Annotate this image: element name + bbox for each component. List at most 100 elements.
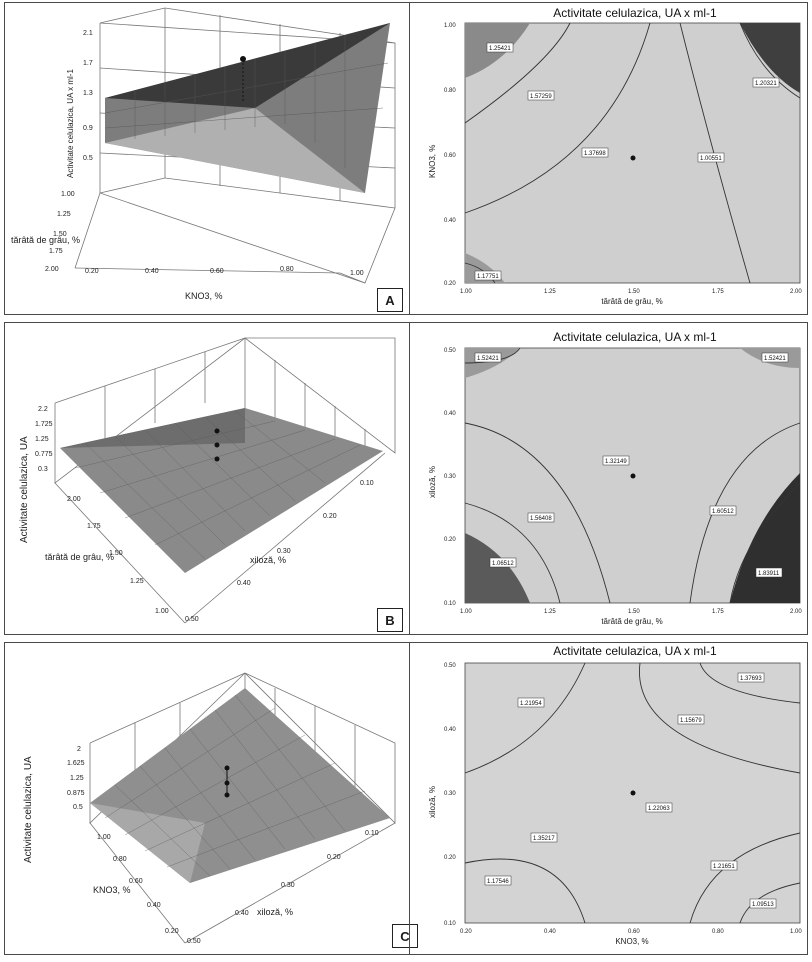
x-ticks-a: 0.20 0.40 0.60 0.80 1.00: [85, 266, 364, 277]
contour-xtick-a: 1.00: [460, 289, 472, 295]
y-tick-c: 0.80: [113, 856, 127, 863]
response-surface-a-light: [105, 108, 365, 193]
y-tick-a: 1.50: [53, 231, 67, 238]
x-tick-a: 0.40: [145, 268, 159, 275]
contour-xtick-a: 1.25: [544, 289, 556, 295]
z-tick-b: 1.25: [35, 436, 49, 443]
y-axis-label-a: tărâtă de grâu, %: [11, 235, 80, 245]
contour-label-c: 1.21954: [520, 701, 542, 707]
z-tick-b: 0.3: [38, 466, 48, 473]
contour-ytick-b: 0.50: [444, 348, 456, 354]
z-tick-b: 1.725: [35, 421, 53, 428]
contour-xtick-b: 1.25: [544, 609, 556, 615]
figure-panel-a: 2.1 1.7 1.3 0.9 0.5 Activitate celulazic…: [4, 2, 808, 315]
contour-xtick-a: 1.75: [712, 289, 724, 295]
contour-label-c: 1.35217: [533, 836, 555, 842]
contour-plot-a: Activitate celulazica, UA x ml-1 1.25421…: [410, 3, 809, 314]
x-tick-a: 0.80: [280, 266, 294, 273]
panel-letter-a: A: [377, 288, 403, 312]
surface-plot-b-svg: 2.2 1.725 1.25 0.775 0.3 Activitate celu…: [19, 337, 396, 624]
x-tick-b: 0.10: [360, 480, 374, 487]
x-tick-b: 0.20: [323, 513, 337, 520]
contour-label-a: 1.37698: [584, 151, 606, 157]
surface-plot-a-svg: 2.1 1.7 1.3 0.9 0.5 Activitate celulazic…: [11, 7, 396, 301]
contour-plot-b: Activitate celulazica, UA x ml-1 1.52421…: [410, 323, 809, 634]
z-tick-a: 2.1: [83, 30, 93, 37]
contour-xlabel-b: tărâtă de grâu, %: [601, 617, 662, 626]
y-tick-c: 0.20: [165, 928, 179, 935]
center-point-c-contour: [630, 790, 636, 796]
contour-label-a: 1.20321: [755, 81, 777, 87]
contour-label-b: 1.52421: [477, 356, 499, 362]
panel-divider-a: [409, 3, 410, 314]
x-axis-label-b: xiloză, %: [250, 555, 286, 565]
z-tick-c: 0.5: [73, 804, 83, 811]
y-tick-a: 2.00: [45, 266, 59, 273]
y-tick-c: 0.60: [129, 878, 143, 885]
z-tick-a: 1.3: [83, 90, 93, 97]
panel-letter-b: B: [377, 608, 403, 632]
contour-label-b: 1.06512: [492, 561, 514, 567]
z-ticks-a: 2.1 1.7 1.3 0.9 0.5: [83, 30, 93, 162]
z-tick-c: 0.875: [67, 790, 85, 797]
contour-plot-c-svg: Activitate celulazica, UA x ml-1 1.21954…: [428, 644, 802, 946]
contour-ytick-a: 0.60: [444, 153, 456, 159]
contour-ytick-a: 0.20: [444, 281, 456, 287]
x-axis-label-a: KNO3, %: [185, 291, 223, 301]
contour-label-b: 1.56408: [530, 516, 552, 522]
z-tick-a: 1.7: [83, 60, 93, 67]
contour-label-b: 1.32149: [605, 459, 627, 465]
panel-divider-b: [409, 323, 410, 634]
y-tick-a: 1.00: [61, 191, 75, 198]
z-ticks-b: 2.2 1.725 1.25 0.775 0.3: [35, 406, 53, 473]
contour-ylabel-a: KNO3, %: [428, 145, 437, 178]
y-tick-c: 1.00: [97, 834, 111, 841]
contour-xtick-c: 0.40: [544, 929, 556, 935]
y-tick-b: 2.00: [67, 496, 81, 503]
contour-ytick-c: 0.40: [444, 727, 456, 733]
x-tick-b: 0.30: [277, 548, 291, 555]
contour-xticks-a: 1.00 1.25 1.50 1.75 2.00: [460, 289, 802, 295]
z-axis-label-c: Activitate celulazica, UA: [23, 756, 34, 863]
x-tick-b: 0.50: [185, 616, 199, 623]
contour-xtick-b: 1.50: [628, 609, 640, 615]
contour-label-a: 1.57259: [530, 94, 552, 100]
y-ticks-b: 2.00 1.75 1.50 1.25 1.00: [67, 496, 169, 615]
x-tick-c: 0.20: [327, 854, 341, 861]
contour-labels-a: 1.25421 1.57259 1.20321 1.37698 1.00551 …: [474, 42, 780, 281]
contour-ytick-a: 1.00: [444, 23, 456, 29]
response-surface-c: [90, 688, 390, 883]
contour-ytick-c: 0.10: [444, 921, 456, 927]
contour-lines-b: [464, 347, 801, 604]
x-tick-a: 1.00: [350, 270, 364, 277]
y-axis-label-c: KNO3, %: [93, 885, 131, 895]
y-tick-a: 1.75: [49, 248, 63, 255]
y-tick-a: 1.25: [57, 211, 71, 218]
contour-title-b: Activitate celulazica, UA x ml-1: [553, 330, 717, 344]
z-tick-c: 2: [77, 746, 81, 753]
y-tick-b: 1.25: [130, 578, 144, 585]
surface-plot-a: 2.1 1.7 1.3 0.9 0.5 Activitate celulazic…: [5, 3, 409, 314]
contour-label-b: 1.60512: [712, 509, 734, 515]
contour-xtick-a: 2.00: [790, 289, 802, 295]
contour-ytick-c: 0.20: [444, 855, 456, 861]
panel-divider-c: [409, 643, 410, 954]
contour-label-c: 1.22063: [648, 806, 670, 812]
x-tick-c: 0.40: [235, 910, 249, 917]
contour-label-c: 1.15679: [680, 718, 702, 724]
contour-label-c: 1.21651: [713, 864, 735, 870]
contour-ytick-b: 0.40: [444, 411, 456, 417]
contour-yticks-b: 0.50 0.40 0.30 0.20 0.10: [444, 348, 456, 607]
panel-letter-c: C: [392, 924, 418, 948]
response-surface-a-shade: [105, 23, 390, 108]
contour-xtick-c: 1.00: [790, 929, 802, 935]
y-ticks-c: 1.00 0.80 0.60 0.40 0.20: [97, 834, 179, 935]
y-ticks-a: 1.00 1.25 1.50 1.75 2.00: [45, 191, 75, 273]
contour-plot-c: Activitate celulazica, UA x ml-1 1.21954…: [410, 643, 809, 954]
contour-label-b: 1.52421: [764, 356, 786, 362]
contour-ylabel-c: xiloză, %: [428, 786, 437, 818]
z-axis-label-b: Activitate celulazica, UA: [19, 436, 30, 543]
contour-plot-b-svg: Activitate celulazica, UA x ml-1 1.52421…: [428, 330, 802, 626]
y-tick-b: 1.00: [155, 608, 169, 615]
contour-label-a: 1.00551: [700, 156, 722, 162]
